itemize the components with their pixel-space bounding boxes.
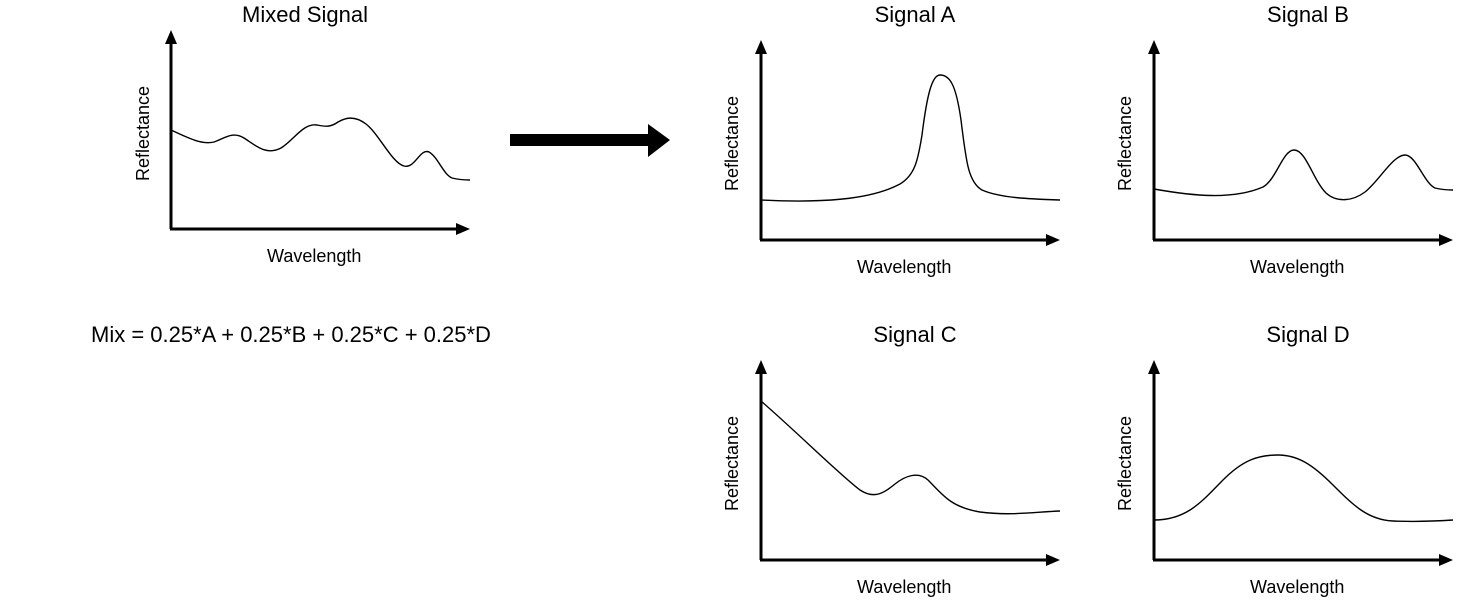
mix-formula: Mix = 0.25*A + 0.25*B + 0.25*C + 0.25*D [91, 322, 491, 347]
y-axis [165, 30, 177, 229]
mixed-x-axis-label: Wavelength [267, 246, 362, 266]
y-axis [1148, 40, 1160, 240]
mixed-signal-plot [165, 30, 471, 235]
right-arrow-icon [510, 124, 670, 157]
signal-d-plot [1148, 360, 1454, 566]
x-axis [1153, 234, 1453, 246]
signal-d-curve [1153, 454, 1454, 523]
y-axis [755, 360, 767, 560]
x-axis [760, 554, 1060, 566]
signal-a-plot [755, 40, 1061, 246]
signal-b-y-axis-label: Reflectance [1115, 95, 1135, 191]
signal-d-x-axis-label: Wavelength [1250, 577, 1345, 597]
signal-d-title: Signal D [1266, 322, 1350, 347]
x-axis [170, 223, 470, 235]
mixed-y-axis-label: Reflectance [133, 85, 153, 181]
signal-c-plot [755, 360, 1061, 566]
mixed-signal-title: Mixed Signal [242, 2, 368, 27]
signal-c-panel: Signal C Wavelength Reflectance [720, 320, 1080, 610]
signal-b-title: Signal B [1267, 2, 1349, 27]
signal-c-curve [760, 400, 1061, 515]
signal-a-panel: Signal A Wavelength Reflectance [720, 0, 1080, 290]
signal-a-title: Signal A [874, 2, 956, 27]
signal-b-curve [1153, 149, 1454, 201]
x-axis [760, 234, 1060, 246]
signal-a-y-axis-label: Reflectance [722, 95, 742, 191]
signal-b-panel: Signal B Wavelength Reflectance [1113, 0, 1464, 290]
signal-a-x-axis-label: Wavelength [857, 257, 952, 277]
signal-c-title: Signal C [873, 322, 957, 347]
mixed-signal-curve [170, 117, 471, 181]
mixed-signal-panel: Mixed Signal Wavelength Reflectance [130, 0, 490, 290]
signal-c-y-axis-label: Reflectance [722, 415, 742, 511]
signal-b-plot [1148, 40, 1454, 246]
y-axis [755, 40, 767, 240]
signal-d-panel: Signal D Wavelength Reflectance [1113, 320, 1464, 610]
signal-c-x-axis-label: Wavelength [857, 577, 952, 597]
signal-a-curve [760, 74, 1061, 202]
signal-b-x-axis-label: Wavelength [1250, 257, 1345, 277]
signal-d-y-axis-label: Reflectance [1115, 415, 1135, 511]
y-axis [1148, 360, 1160, 560]
x-axis [1153, 554, 1453, 566]
